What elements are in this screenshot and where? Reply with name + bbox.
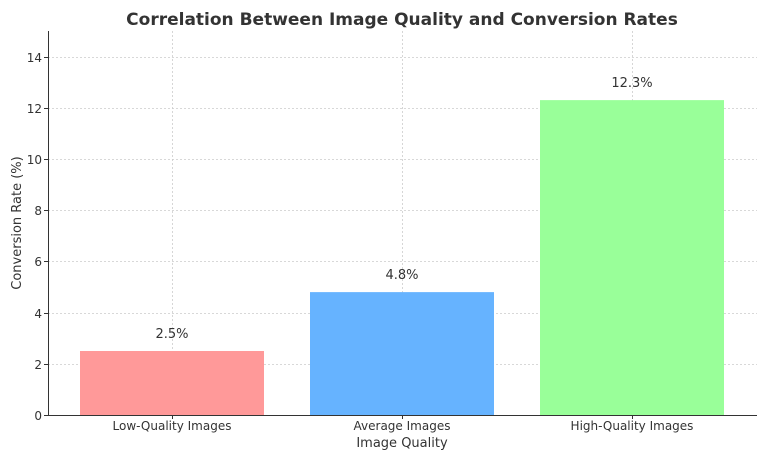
y-axis-ticks: 0 2 4 6 8 10 12 14 <box>27 51 48 423</box>
x-tick-label: Low-Quality Images <box>113 419 232 433</box>
y-tick-label: 4 <box>34 307 42 321</box>
bar <box>540 100 724 416</box>
bar <box>310 292 494 415</box>
bar-value-label: 4.8% <box>385 268 418 283</box>
x-tick-label: High-Quality Images <box>571 419 694 433</box>
y-tick-label: 14 <box>27 51 42 65</box>
bar <box>80 351 264 415</box>
y-tick-label: 8 <box>34 204 42 218</box>
bars <box>80 100 724 416</box>
y-tick-label: 10 <box>27 153 42 167</box>
y-axis-label: Conversion Rate (%) <box>10 156 25 289</box>
chart-title: Correlation Between Image Quality and Co… <box>126 10 678 30</box>
x-tick-label: Average Images <box>354 419 451 433</box>
y-tick-label: 0 <box>34 409 42 423</box>
bar-value-label: 12.3% <box>611 76 652 91</box>
x-axis-label: Image Quality <box>356 436 448 451</box>
y-tick-label: 2 <box>34 358 42 372</box>
bar-value-label: 2.5% <box>155 327 188 342</box>
y-tick-label: 6 <box>34 255 42 269</box>
x-axis-ticks: Low-Quality Images Average Images High-Qua… <box>113 415 694 433</box>
value-labels: 2.5% 4.8% 12.3% <box>155 76 652 342</box>
y-tick-label: 12 <box>27 102 42 116</box>
